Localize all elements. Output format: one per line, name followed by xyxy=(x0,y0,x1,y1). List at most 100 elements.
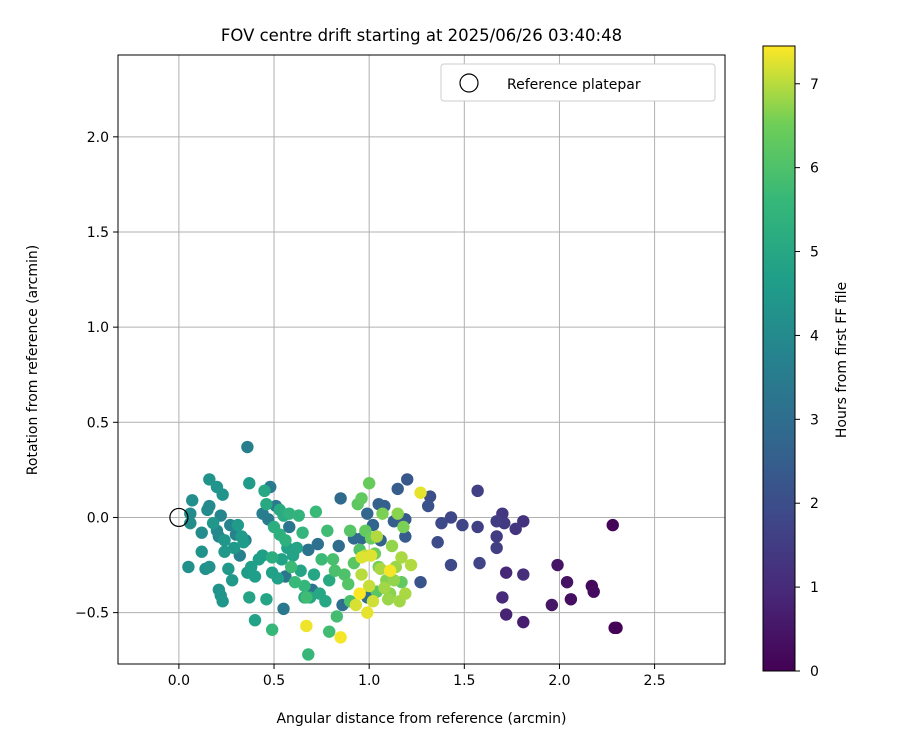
data-point xyxy=(431,536,444,549)
data-point xyxy=(587,585,600,598)
data-point xyxy=(370,530,383,543)
colorbar-tick-label: 4 xyxy=(810,328,819,344)
data-point xyxy=(222,562,235,576)
y-tick-label: 2.0 xyxy=(87,130,109,146)
data-point xyxy=(338,568,351,581)
data-point xyxy=(401,473,414,486)
colorbar-tick-label: 1 xyxy=(810,580,819,596)
data-point xyxy=(414,486,427,499)
data-point xyxy=(361,606,374,619)
data-point xyxy=(496,591,509,604)
data-point xyxy=(283,507,296,520)
data-point xyxy=(294,564,307,577)
scatter-points xyxy=(182,440,623,661)
colorbar: 0 1 2 3 4 5 6 7 Hours from first FF file xyxy=(762,45,850,680)
legend-box xyxy=(440,63,716,102)
x-tick-label: 2.5 xyxy=(643,673,665,689)
data-point xyxy=(241,440,254,454)
colorbar-ticks: 0 1 2 3 4 5 6 7 xyxy=(795,77,819,680)
y-axis-label: Rotation from reference (arcmin) xyxy=(25,245,41,475)
data-point xyxy=(509,522,522,536)
data-point xyxy=(334,492,347,505)
data-point xyxy=(517,568,530,581)
data-point xyxy=(260,593,273,606)
data-point xyxy=(364,549,378,562)
data-point xyxy=(362,579,376,593)
data-point xyxy=(227,541,241,555)
x-axis-ticks: 0.0 0.5 1.0 1.5 2.0 2.5 xyxy=(168,664,666,689)
data-point xyxy=(201,503,214,517)
data-point xyxy=(203,473,216,486)
data-point xyxy=(423,490,437,503)
x-axis-label: Angular distance from reference (arcmin) xyxy=(276,711,566,727)
data-point xyxy=(225,574,239,587)
x-tick-label: 0.5 xyxy=(263,673,285,689)
data-point xyxy=(399,587,412,600)
data-point xyxy=(421,499,435,513)
reference-marker xyxy=(169,507,189,528)
data-point xyxy=(391,482,404,496)
legend-entry-reference: Reference platepar xyxy=(507,77,641,93)
data-point xyxy=(300,591,313,604)
data-point xyxy=(184,507,197,520)
data-point xyxy=(349,598,363,612)
data-point xyxy=(353,587,366,600)
data-point xyxy=(288,575,302,589)
data-point xyxy=(284,560,298,574)
grid-lines xyxy=(118,55,725,664)
data-point xyxy=(248,570,262,583)
data-point xyxy=(302,648,315,661)
data-point xyxy=(545,598,559,612)
colorbar-tick-label: 3 xyxy=(810,412,819,428)
data-point xyxy=(382,593,395,606)
data-point xyxy=(330,610,344,623)
data-point xyxy=(321,524,334,537)
x-tick-label: 1.0 xyxy=(358,673,380,689)
data-point xyxy=(271,572,285,585)
data-point xyxy=(307,568,321,581)
data-point xyxy=(342,577,355,591)
data-point xyxy=(195,545,208,558)
data-point xyxy=(315,553,328,566)
data-point xyxy=(490,515,503,528)
data-point xyxy=(471,484,484,498)
data-point xyxy=(265,551,279,564)
data-point xyxy=(397,520,410,534)
colorbar-tick-label: 7 xyxy=(810,77,819,93)
legend-marker-icon xyxy=(459,73,479,93)
x-tick-label: 1.5 xyxy=(453,673,475,689)
data-point xyxy=(248,614,262,627)
data-point xyxy=(456,518,469,532)
y-tick-label: 0.0 xyxy=(87,510,109,526)
data-point xyxy=(216,488,229,501)
y-tick-label: 0.5 xyxy=(87,415,109,431)
data-point xyxy=(231,518,245,532)
data-point xyxy=(355,492,368,505)
data-point xyxy=(517,615,530,629)
data-point xyxy=(323,625,336,638)
data-point xyxy=(517,515,530,528)
y-tick-label: 1.5 xyxy=(87,225,109,241)
data-point xyxy=(366,594,380,608)
data-point xyxy=(435,516,448,530)
colorbar-tick-label: 0 xyxy=(810,664,819,680)
data-point xyxy=(195,526,208,539)
data-point xyxy=(385,539,399,553)
data-point xyxy=(361,507,374,520)
data-point xyxy=(444,511,458,524)
data-point xyxy=(372,497,385,511)
data-point xyxy=(399,530,412,543)
data-point xyxy=(490,530,503,543)
data-point xyxy=(328,564,342,577)
data-point xyxy=(309,505,323,518)
data-point xyxy=(499,566,513,579)
data-point xyxy=(277,602,290,616)
data-point xyxy=(203,560,216,574)
data-point xyxy=(374,562,387,576)
data-point xyxy=(473,556,486,570)
data-point xyxy=(404,558,418,572)
data-point xyxy=(243,477,256,490)
data-point xyxy=(376,507,389,520)
legend: Reference platepar xyxy=(440,63,716,102)
data-point xyxy=(319,594,332,608)
